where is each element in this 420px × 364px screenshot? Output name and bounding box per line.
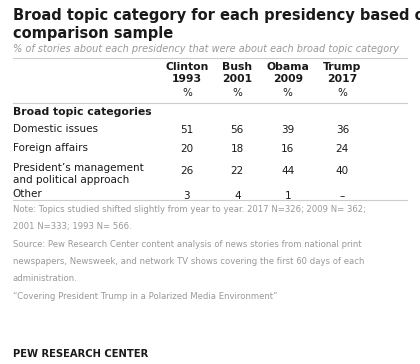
Text: 44: 44 — [281, 166, 294, 176]
Text: “Covering President Trump in a Polarized Media Environment”: “Covering President Trump in a Polarized… — [13, 292, 277, 301]
Text: 36: 36 — [336, 125, 349, 135]
Text: 2017: 2017 — [327, 74, 357, 83]
Text: Domestic issues: Domestic issues — [13, 124, 97, 134]
Text: % of stories about each presidency that were about each broad topic category: % of stories about each presidency that … — [13, 44, 399, 54]
Text: 3: 3 — [184, 191, 190, 201]
Text: Clinton: Clinton — [165, 62, 209, 72]
Text: 24: 24 — [336, 144, 349, 154]
Text: administration.: administration. — [13, 274, 77, 284]
Text: %: % — [283, 88, 293, 98]
Text: 56: 56 — [231, 125, 244, 135]
Text: President’s management
and political approach: President’s management and political app… — [13, 163, 143, 185]
Text: 51: 51 — [180, 125, 194, 135]
Text: Source: Pew Research Center content analysis of news stories from national print: Source: Pew Research Center content anal… — [13, 240, 361, 249]
Text: Trump: Trump — [323, 62, 362, 72]
Text: 16: 16 — [281, 144, 294, 154]
Text: newspapers, Newsweek, and network TV shows covering the first 60 days of each: newspapers, Newsweek, and network TV sho… — [13, 257, 364, 266]
Text: 40: 40 — [336, 166, 349, 176]
Text: Other: Other — [13, 189, 42, 199]
Text: 18: 18 — [231, 144, 244, 154]
Text: 39: 39 — [281, 125, 294, 135]
Text: 1: 1 — [284, 191, 291, 201]
Text: 4: 4 — [234, 191, 241, 201]
Text: Note: Topics studied shifted slightly from year to year. 2017 N=326; 2009 N= 362: Note: Topics studied shifted slightly fr… — [13, 205, 365, 214]
Text: %: % — [337, 88, 347, 98]
Text: %: % — [182, 88, 192, 98]
Text: Obama: Obama — [266, 62, 309, 72]
Text: Broad topic category for each presidency based on
comparison sample: Broad topic category for each presidency… — [13, 8, 420, 41]
Text: 20: 20 — [180, 144, 194, 154]
Text: Broad topic categories: Broad topic categories — [13, 107, 151, 117]
Text: 1993: 1993 — [172, 74, 202, 83]
Text: 2001: 2001 — [222, 74, 252, 83]
Text: 26: 26 — [180, 166, 194, 176]
Text: –: – — [340, 191, 345, 201]
Text: 2001 N=333; 1993 N= 566.: 2001 N=333; 1993 N= 566. — [13, 222, 131, 231]
Text: Bush: Bush — [222, 62, 252, 72]
Text: PEW RESEARCH CENTER: PEW RESEARCH CENTER — [13, 349, 148, 359]
Text: %: % — [232, 88, 242, 98]
Text: Foreign affairs: Foreign affairs — [13, 143, 88, 153]
Text: 2009: 2009 — [273, 74, 303, 83]
Text: 22: 22 — [231, 166, 244, 176]
